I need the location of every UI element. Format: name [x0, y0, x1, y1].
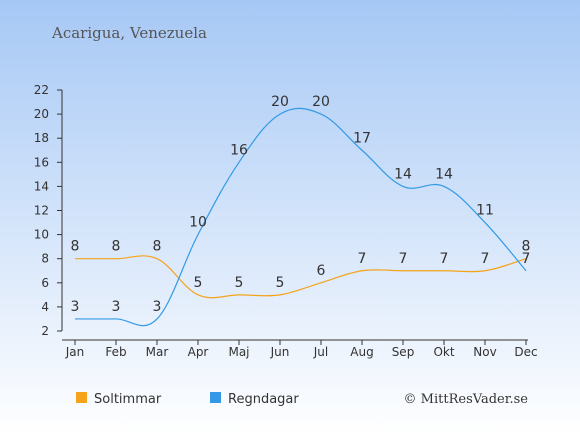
legend-swatch-soltimmar [76, 392, 87, 403]
data-label-regndagar: 3 [153, 299, 162, 315]
data-label-regndagar: 17 [353, 130, 371, 146]
y-tick-label: 18 [34, 131, 49, 145]
legend-label-soltimmar: Soltimmar [94, 392, 162, 407]
y-ticks: 2 4 6 8 10 12 14 16 18 20 22 [34, 83, 62, 338]
y-tick-label: 6 [41, 276, 49, 290]
data-label-regndagar: 7 [522, 251, 531, 267]
x-tick-label: Jul [313, 345, 328, 359]
x-tick-label: Sep [392, 345, 415, 359]
data-label-soltimmar: 8 [112, 239, 121, 255]
series-line-regndagar [74, 107, 527, 327]
y-tick-label: 12 [34, 204, 49, 218]
y-tick-label: 22 [34, 83, 49, 97]
data-label-regndagar: 14 [435, 166, 453, 182]
x-tick-label: Mar [146, 345, 169, 359]
x-tick-label: Okt [433, 345, 454, 359]
y-tick-label: 14 [34, 179, 49, 193]
data-label-soltimmar: 7 [440, 251, 449, 267]
data-label-soltimmar: 5 [194, 275, 203, 291]
y-tick-label: 2 [41, 324, 49, 338]
x-tick-label: Aug [350, 345, 373, 359]
y-tick-label: 16 [34, 155, 49, 169]
data-label-soltimmar: 5 [235, 275, 244, 291]
data-label-soltimmar: 8 [522, 239, 531, 255]
x-tick-label: Jun [270, 345, 290, 359]
data-label-soltimmar: 7 [481, 251, 490, 267]
y-tick-label: 4 [41, 300, 49, 314]
data-label-regndagar: 3 [112, 299, 121, 315]
y-tick-label: 10 [34, 228, 49, 242]
data-label-regndagar: 16 [230, 142, 248, 158]
data-label-regndagar: 10 [189, 215, 207, 231]
x-tick-label: Maj [228, 345, 249, 359]
x-tick-label: Nov [473, 345, 496, 359]
x-ticks: Jan Feb Mar Apr Maj Jun Jul Aug Sep Okt Nov Dec [65, 340, 538, 359]
x-tick-label: Dec [514, 345, 537, 359]
data-label-soltimmar: 7 [399, 251, 408, 267]
data-label-regndagar: 20 [312, 94, 330, 110]
data-label-soltimmar: 8 [153, 239, 162, 255]
series-line-soltimmar [75, 255, 527, 299]
x-tick-label: Apr [188, 345, 209, 359]
data-label-regndagar: 3 [71, 299, 80, 315]
data-label-regndagar: 20 [271, 94, 289, 110]
x-tick-label: Feb [105, 345, 126, 359]
y-tick-label: 20 [34, 107, 49, 121]
legend-swatch-regndagar [210, 392, 221, 403]
data-label-soltimmar: 5 [276, 275, 285, 291]
data-label-regndagar: 14 [394, 166, 412, 182]
data-label-regndagar: 11 [476, 203, 494, 219]
data-label-soltimmar: 6 [317, 263, 326, 279]
credit-text: © MittResVader.se [404, 392, 529, 407]
legend-label-regndagar: Regndagar [228, 392, 299, 407]
y-tick-label: 8 [41, 252, 49, 266]
data-label-soltimmar: 7 [358, 251, 367, 267]
location-title: Acarigua, Venezuela [51, 24, 207, 42]
x-tick-label: Jan [65, 345, 85, 359]
series-lines [74, 107, 527, 327]
data-label-soltimmar: 8 [71, 239, 80, 255]
legend: Soltimmar Regndagar [76, 392, 299, 407]
